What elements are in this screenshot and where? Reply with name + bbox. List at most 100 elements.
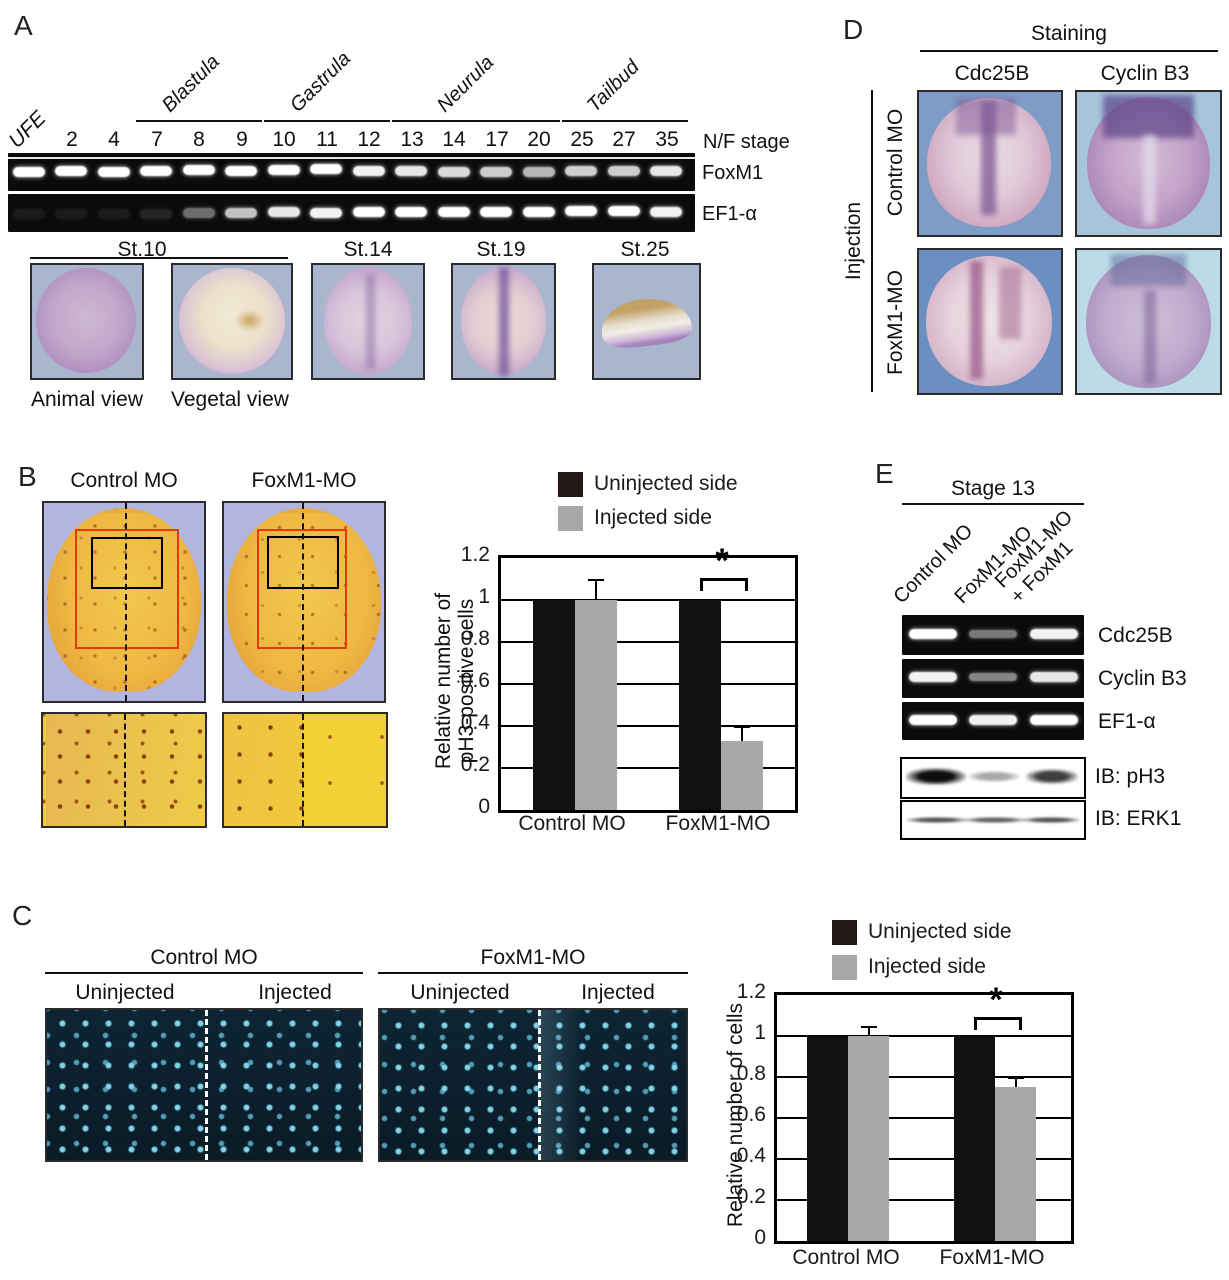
stained-embryo-cdc25b-control — [917, 90, 1063, 237]
stain-patch — [1102, 94, 1195, 138]
gel-band — [969, 715, 1017, 725]
legend-row-uninjected: Uninjected side — [832, 920, 1062, 945]
group-underline-tailbud — [562, 120, 688, 122]
x-category-label: Control MO — [792, 1246, 900, 1269]
lane-label: 25 — [570, 128, 594, 151]
embryo — [926, 256, 1052, 386]
lane-label: 10 — [272, 128, 296, 151]
x-category-label: Control MO — [518, 812, 626, 835]
y-tick-label: 0.8 — [460, 627, 490, 650]
lane-label: 17 — [485, 128, 509, 151]
midline-dashed — [302, 714, 304, 826]
gel-row-label-ef1a: EF1-α — [702, 203, 757, 225]
gel-band — [395, 166, 427, 176]
fluorescence-image-foxm1 — [378, 1008, 688, 1162]
lane-label: 12 — [357, 128, 381, 151]
y-tick-label: 0 — [754, 1226, 766, 1249]
stain-streak — [970, 261, 983, 379]
lane-label: 20 — [527, 128, 551, 151]
gel-box-cyclinb3 — [902, 659, 1084, 698]
group-underline — [45, 972, 363, 974]
bar-uninjected-foxm1 — [679, 600, 721, 810]
bar-uninjected-control — [533, 600, 575, 810]
gel-band — [98, 167, 130, 177]
blot-row-label-erk1: IB: ERK1 — [1095, 807, 1182, 830]
y-tick-label: 0.6 — [736, 1103, 766, 1126]
view-label-vegetal: Vegetal view — [171, 388, 289, 411]
gel-band — [480, 167, 512, 177]
gel-row-label-foxm1: FoxM1 — [702, 162, 764, 184]
row-label-foxm1-mo: FoxM1-MO — [884, 270, 907, 375]
legend-swatch-uninjected — [558, 472, 583, 497]
midline-dashed — [125, 503, 127, 701]
gel-row-label-cyclinb3: Cyclin B3 — [1098, 667, 1187, 690]
group-label-tailbud: Tailbud — [583, 55, 644, 117]
blot-band — [964, 817, 1026, 823]
stage-label-st10: St.10 — [117, 238, 167, 261]
embryo-photo-foxm1 — [222, 501, 386, 703]
gel-well-line — [8, 157, 695, 159]
gel-band — [438, 167, 470, 177]
gel-band — [608, 166, 640, 176]
midline-dashed — [124, 714, 126, 826]
gridline — [777, 1117, 1071, 1119]
gel-band — [183, 208, 215, 218]
lane-label: 8 — [193, 128, 205, 151]
group-label-gastrula: Gastrula — [286, 47, 356, 117]
st10-underline — [30, 257, 288, 259]
gel-band — [909, 672, 957, 682]
neural-plate-streak — [365, 274, 375, 369]
chart-plot-c: * — [774, 981, 1074, 1244]
legend-swatch-injected — [558, 506, 583, 531]
y-tick-label: 1 — [478, 585, 490, 608]
gel-band — [268, 207, 300, 217]
stage-label-st14: St.14 — [343, 238, 393, 261]
stain-patch — [998, 267, 1022, 339]
bar-uninjected-control — [807, 1036, 848, 1241]
legend-row-uninjected: Uninjected side — [558, 472, 788, 497]
legend-row-injected: Injected side — [558, 506, 788, 531]
gel-band — [268, 165, 300, 175]
midline-dashed — [302, 503, 304, 701]
column-label-cyclinb3: Cyclin B3 — [1100, 62, 1190, 85]
gel-box-ef1a — [902, 702, 1084, 740]
gel-band — [225, 208, 257, 218]
injected-wash — [538, 1010, 582, 1160]
column-label-foxm1-mo: FoxM1-MO — [251, 469, 357, 492]
panel-d-label: D — [843, 14, 864, 45]
gridline — [501, 725, 795, 727]
gridline — [777, 1158, 1071, 1160]
y-tick-label: 1.2 — [736, 980, 766, 1003]
gel-band — [1030, 715, 1078, 725]
stained-embryo-cdc25b-foxm1 — [917, 248, 1063, 395]
error-cap — [588, 579, 604, 581]
gel-band — [225, 166, 257, 176]
panel-c-label: C — [12, 900, 33, 931]
embryo-image-st14 — [311, 263, 425, 380]
gel-box-ef1a — [8, 194, 695, 232]
gel-band — [13, 209, 45, 219]
error-stem — [741, 726, 743, 741]
lane-label: 35 — [655, 128, 679, 151]
nf-stage-label: N/F stage — [703, 131, 790, 153]
tailbud-embryo — [598, 293, 695, 352]
gridline — [501, 767, 795, 769]
gridline — [501, 683, 795, 685]
embryo — [227, 508, 381, 692]
roi-rect-red — [75, 529, 179, 649]
stage-label-st25: St.25 — [620, 238, 670, 261]
significance-asterisk: * — [715, 542, 729, 580]
embryo — [179, 268, 285, 374]
stain-patch — [1111, 254, 1186, 286]
injection-axis-line — [871, 90, 873, 392]
gridline — [777, 1035, 1071, 1037]
gel-band — [523, 167, 555, 177]
error-bar-foxm1 — [1008, 1077, 1024, 1088]
bar-injected-control — [848, 1036, 889, 1241]
gel-band — [1030, 672, 1078, 682]
significance-asterisk: * — [989, 981, 1003, 1019]
blot-box-erk1 — [900, 800, 1086, 840]
x-category-label: FoxM1-MO — [665, 812, 771, 835]
lane-label: 7 — [151, 128, 163, 151]
